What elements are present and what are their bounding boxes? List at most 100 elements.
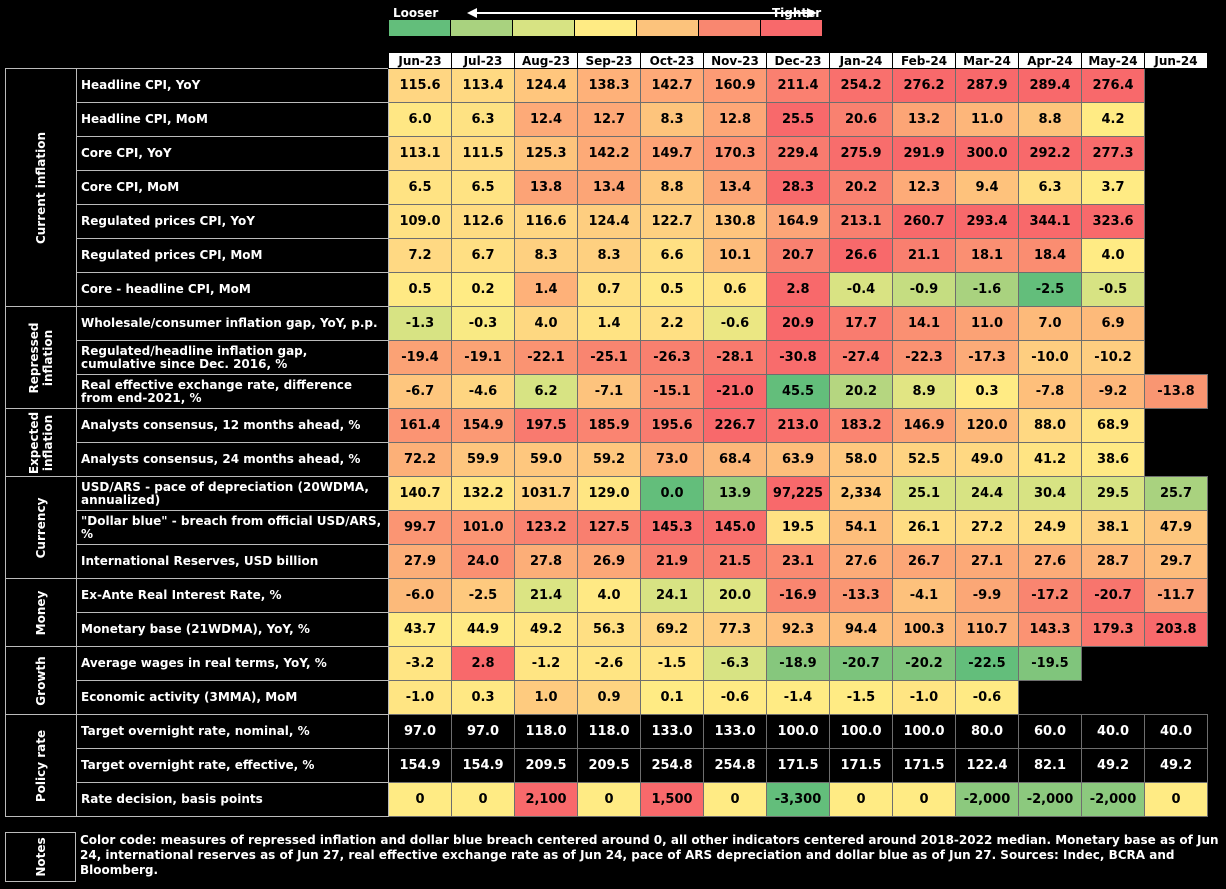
- value-cell: 27.9: [388, 544, 452, 579]
- value-cell: 59.9: [451, 442, 515, 477]
- indicator-label: Monetary base (21WDMA), YoY, %: [76, 612, 389, 647]
- value-cell: 18.4: [1018, 238, 1082, 273]
- indicator-label: Regulated prices CPI, YoY: [76, 204, 389, 239]
- value-cell: 109.0: [388, 204, 452, 239]
- value-cell: [1144, 170, 1208, 205]
- table-row: Real effective exchange rate, difference…: [6, 374, 1208, 409]
- value-cell: 293.4: [955, 204, 1019, 239]
- value-cell: -1.6: [955, 272, 1019, 307]
- value-cell: -28.1: [703, 340, 767, 375]
- value-cell: -1.3: [388, 306, 452, 341]
- value-cell: 18.1: [955, 238, 1019, 273]
- value-cell: -7.1: [577, 374, 641, 409]
- value-cell: -10.0: [1018, 340, 1082, 375]
- value-cell: 20.0: [703, 578, 767, 613]
- value-cell: -1.0: [892, 680, 956, 715]
- value-cell: [1144, 204, 1208, 239]
- group-label: Expected inflation: [27, 411, 55, 474]
- value-cell: -9.9: [955, 578, 1019, 613]
- value-cell: 25.5: [766, 102, 830, 137]
- value-cell: 229.4: [766, 136, 830, 171]
- value-cell: [1144, 238, 1208, 273]
- value-cell: 49.2: [1081, 748, 1145, 783]
- value-cell: -16.9: [766, 578, 830, 613]
- header-corner: [5, 52, 389, 69]
- value-cell: 142.7: [640, 68, 704, 103]
- value-cell: 118.0: [577, 714, 641, 749]
- value-cell: 13.2: [892, 102, 956, 137]
- value-cell: -1.5: [829, 680, 893, 715]
- indicator-label: Analysts consensus, 24 months ahead, %: [76, 442, 389, 477]
- value-cell: -18.9: [766, 646, 830, 681]
- value-cell: 6.5: [451, 170, 515, 205]
- indicator-label: Target overnight rate, nominal, %: [76, 714, 389, 749]
- value-cell: 277.3: [1081, 136, 1145, 171]
- value-cell: -0.4: [829, 272, 893, 307]
- value-cell: 0: [577, 782, 641, 817]
- value-cell: 8.8: [640, 170, 704, 205]
- value-cell: 49.2: [514, 612, 578, 647]
- legend-swatch: [451, 20, 513, 36]
- value-cell: 0.5: [640, 272, 704, 307]
- value-cell: 27.1: [955, 544, 1019, 579]
- value-cell: [1144, 646, 1208, 681]
- value-cell: 56.3: [577, 612, 641, 647]
- value-cell: 17.7: [829, 306, 893, 341]
- value-cell: 20.7: [766, 238, 830, 273]
- group-label-cell: Growth: [5, 646, 77, 715]
- value-cell: 122.7: [640, 204, 704, 239]
- value-cell: 49.2: [1144, 748, 1208, 783]
- value-cell: 24.0: [451, 544, 515, 579]
- month-header: Jan-24: [829, 52, 893, 69]
- value-cell: 124.4: [514, 68, 578, 103]
- value-cell: 3.7: [1081, 170, 1145, 205]
- value-cell: 124.4: [577, 204, 641, 239]
- value-cell: 254.8: [640, 748, 704, 783]
- value-cell: -19.1: [451, 340, 515, 375]
- value-cell: -7.8: [1018, 374, 1082, 409]
- table-row: Core CPI, MoM 6.5 6.5 13.8 13.4 8.8 13.4 28.3 20…: [6, 170, 1208, 205]
- value-cell: [1081, 680, 1145, 715]
- value-cell: 97.0: [388, 714, 452, 749]
- value-cell: 1.4: [577, 306, 641, 341]
- legend-swatch: [699, 20, 761, 36]
- indicator-label: USD/ARS - pace of depreciation (20WDMA, …: [76, 476, 389, 511]
- value-cell: 149.7: [640, 136, 704, 171]
- value-cell: [1144, 680, 1208, 715]
- value-cell: -9.2: [1081, 374, 1145, 409]
- table-row: International Reserves, USD billion 27.9 2…: [6, 544, 1208, 579]
- value-cell: -17.3: [955, 340, 1019, 375]
- value-cell: 138.3: [577, 68, 641, 103]
- value-cell: 29.5: [1081, 476, 1145, 511]
- value-cell: 0: [1144, 782, 1208, 817]
- indicator-label: "Dollar blue" - breach from official USD…: [76, 510, 389, 545]
- value-cell: 41.2: [1018, 442, 1082, 477]
- value-cell: -13.8: [1144, 374, 1208, 409]
- value-cell: -22.5: [955, 646, 1019, 681]
- value-cell: 195.6: [640, 408, 704, 443]
- value-cell: 77.3: [703, 612, 767, 647]
- value-cell: [1144, 306, 1208, 341]
- group-label: Growth: [34, 655, 48, 706]
- value-cell: 25.1: [892, 476, 956, 511]
- value-cell: -6.7: [388, 374, 452, 409]
- value-cell: 63.9: [766, 442, 830, 477]
- value-cell: 100.0: [766, 714, 830, 749]
- value-cell: 0.9: [577, 680, 641, 715]
- value-cell: 82.1: [1018, 748, 1082, 783]
- value-cell: 154.9: [451, 748, 515, 783]
- value-cell: 132.2: [451, 476, 515, 511]
- value-cell: 171.5: [892, 748, 956, 783]
- value-cell: 110.7: [955, 612, 1019, 647]
- legend-looser-label: Looser: [393, 6, 439, 20]
- value-cell: 8.9: [892, 374, 956, 409]
- value-cell: 125.3: [514, 136, 578, 171]
- table-row: "Dollar blue" - breach from official USD…: [6, 510, 1208, 545]
- value-cell: -22.3: [892, 340, 956, 375]
- value-cell: 14.1: [892, 306, 956, 341]
- value-cell: [1144, 102, 1208, 137]
- value-cell: [1144, 340, 1208, 375]
- value-cell: 24.9: [1018, 510, 1082, 545]
- value-cell: 58.0: [829, 442, 893, 477]
- color-legend: Looser Tighter: [389, 4, 823, 36]
